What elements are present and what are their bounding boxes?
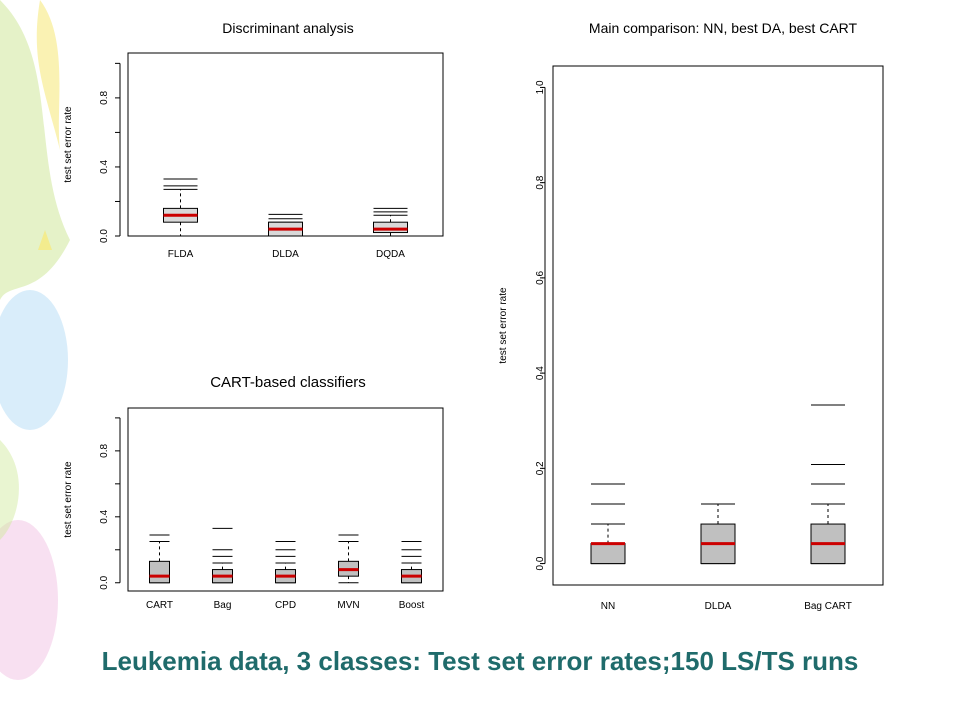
plot-frame [127, 407, 444, 592]
decor-blob-pink [0, 520, 58, 680]
y-tick-label: 0.6 [535, 270, 546, 284]
x-category-label: Bag [214, 600, 232, 611]
x-category-label: DLDA [705, 601, 732, 612]
box-dlda [268, 213, 303, 237]
decor-leaf-green-2 [0, 440, 19, 540]
box-nn [590, 483, 626, 565]
x-category-label: FLDA [168, 249, 194, 260]
y-axis-label: test set error rate [63, 106, 74, 183]
box-cpd [275, 541, 296, 584]
box-mvn [338, 534, 359, 584]
y-axis-label: test set error rate [498, 287, 509, 364]
decor-leaf-green [0, 0, 70, 300]
plot-frame [552, 65, 884, 586]
y-tick-label: 0.4 [535, 366, 546, 380]
y-tick-label: 0.8 [99, 443, 110, 457]
y-tick-label: 0.4 [99, 160, 110, 174]
box-iqr [590, 543, 626, 565]
slide-caption: Leukemia data, 3 classes: Test set error… [101, 646, 859, 676]
y-axis-label: test set error rate [63, 461, 74, 538]
x-category-label: DQDA [376, 249, 405, 260]
y-tick-label: 0.4 [99, 509, 110, 523]
box-flda [163, 178, 198, 237]
decor-leaf-yellow [36, 0, 60, 150]
y-tick-label: 0.2 [535, 461, 546, 475]
box-dqda [373, 207, 408, 237]
y-tick-label: 1.0 [535, 80, 546, 94]
decor-star [38, 230, 52, 250]
x-category-label: Bag CART [804, 601, 852, 612]
x-category-label: MVN [337, 600, 359, 611]
chart-title: Main comparison: NN, best DA, best CART [589, 20, 858, 36]
box-cart [149, 534, 170, 584]
x-category-label: NN [601, 601, 615, 612]
x-category-label: Boost [399, 600, 425, 611]
y-tick-label: 0.0 [99, 229, 110, 243]
y-tick-label: 0.8 [535, 175, 546, 189]
x-category-label: CPD [275, 600, 296, 611]
box-bag-cart [810, 404, 846, 565]
chart-title: Discriminant analysis [222, 20, 353, 36]
y-tick-label: 0.0 [535, 556, 546, 570]
y-tick-label: 0.0 [99, 575, 110, 589]
box-dlda [700, 503, 736, 565]
chart-title: CART-based classifiers [210, 374, 366, 391]
box-iqr [373, 221, 408, 234]
y-tick-label: 0.8 [99, 91, 110, 105]
decor-blob-blue [0, 290, 68, 430]
x-category-label: CART [146, 600, 173, 611]
box-bag [212, 527, 233, 584]
box-boost [401, 541, 422, 584]
x-category-label: DLDA [272, 249, 299, 260]
